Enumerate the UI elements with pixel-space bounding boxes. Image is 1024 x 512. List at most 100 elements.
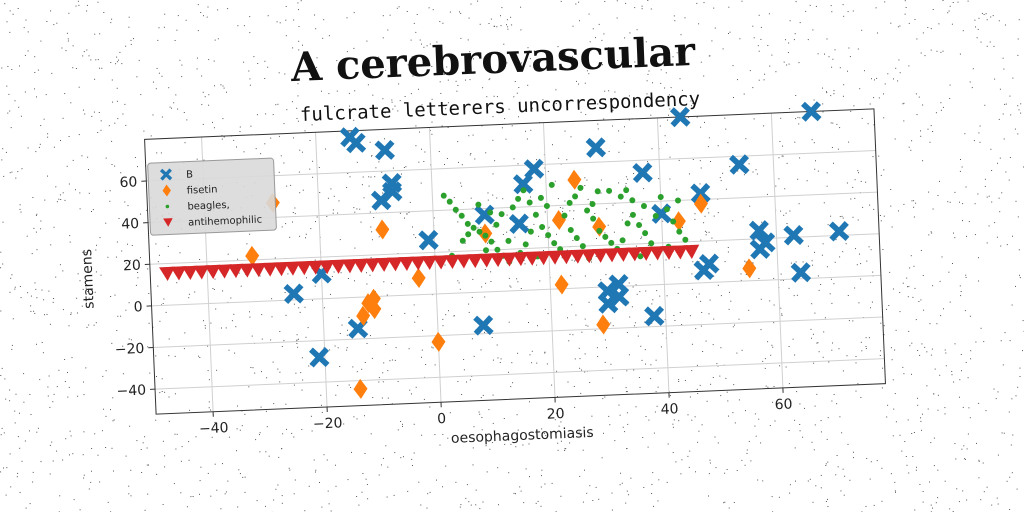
noise-dot <box>378 377 380 379</box>
noise-dot <box>208 94 210 96</box>
noise-dot <box>758 14 760 16</box>
noise-dot <box>604 1 606 2</box>
noise-dot <box>604 361 606 363</box>
noise-dot <box>304 306 306 308</box>
noise-dot <box>957 1 959 3</box>
noise-dot <box>183 348 185 350</box>
noise-dot <box>700 61 702 63</box>
noise-dot <box>909 345 911 347</box>
noise-dot <box>75 189 76 191</box>
noise-dot <box>95 322 97 324</box>
noise-dot <box>88 55 90 57</box>
noise-dot <box>598 498 600 500</box>
noise-dot <box>83 381 84 383</box>
noise-dot <box>536 264 538 266</box>
noise-dot <box>854 287 856 289</box>
noise-dot <box>612 125 613 127</box>
noise-dot <box>330 510 332 512</box>
point-beagles <box>670 218 677 225</box>
noise-dot <box>45 94 47 96</box>
noise-dot <box>922 413 923 415</box>
noise-dot <box>836 455 838 456</box>
noise-dot <box>814 312 816 314</box>
noise-dot <box>580 111 582 113</box>
noise-dot <box>984 104 986 106</box>
noise-dot <box>506 439 508 440</box>
noise-dot <box>520 490 522 492</box>
noise-dot <box>613 231 615 233</box>
point-b <box>345 132 367 154</box>
noise-dot <box>924 55 926 57</box>
noise-dot <box>419 39 421 41</box>
legend-label: antihemophilic <box>188 215 262 229</box>
noise-dot <box>168 338 170 340</box>
noise-dot <box>813 362 815 364</box>
noise-dot <box>422 329 423 331</box>
noise-dot <box>589 485 591 487</box>
noise-dot <box>62 309 64 311</box>
noise-dot <box>285 314 287 316</box>
noise-dot <box>813 449 815 451</box>
noise-dot <box>795 480 796 482</box>
noise-dot <box>626 370 628 372</box>
noise-dot <box>349 176 351 178</box>
noise-dot <box>315 28 317 30</box>
plot-frame <box>144 108 886 415</box>
noise-dot <box>431 66 433 67</box>
noise-dot <box>657 370 659 372</box>
noise-dot <box>424 151 426 153</box>
noise-dot <box>41 289 43 291</box>
noise-dot <box>884 83 886 85</box>
noise-dot <box>474 158 476 160</box>
noise-dot <box>833 90 835 92</box>
noise-dot <box>908 286 910 288</box>
y-tick-label: 20 <box>123 258 141 275</box>
noise-dot <box>466 484 468 486</box>
noise-dot <box>361 184 363 186</box>
noise-dot <box>692 159 694 160</box>
noise-dot <box>159 320 161 322</box>
noise-dot <box>522 444 524 446</box>
noise-dot <box>588 13 590 15</box>
noise-dot <box>689 396 691 398</box>
noise-dot <box>195 436 197 438</box>
noise-dot <box>347 479 349 481</box>
noise-dot <box>27 292 29 294</box>
point-fisetin <box>245 245 260 266</box>
noise-dot <box>723 502 725 504</box>
noise-dot <box>457 280 459 282</box>
noise-dot <box>865 181 867 183</box>
noise-dot <box>40 220 42 222</box>
noise-dot <box>769 65 771 67</box>
noise-dot <box>285 35 287 37</box>
noise-dot <box>494 241 496 243</box>
noise-dot <box>902 366 904 368</box>
point-b <box>632 162 653 183</box>
noise-dot <box>90 481 92 483</box>
noise-dot <box>82 454 84 456</box>
noise-dot <box>725 377 727 379</box>
noise-dot <box>356 496 358 497</box>
noise-dot <box>51 72 53 74</box>
noise-dot <box>29 430 30 432</box>
noise-dot <box>148 293 150 294</box>
noise-dot <box>855 248 856 250</box>
noise-dot <box>629 216 631 218</box>
noise-dot <box>749 70 751 72</box>
noise-dot <box>872 156 874 158</box>
noise-dot <box>520 6 522 8</box>
noise-dot <box>711 237 713 239</box>
noise-dot <box>1 367 3 369</box>
point-beagles <box>446 198 453 205</box>
noise-dot <box>833 394 835 395</box>
noise-dot <box>237 405 238 407</box>
noise-dot <box>944 480 946 482</box>
noise-dot <box>165 311 167 313</box>
noise-dot <box>827 417 829 419</box>
noise-dot <box>725 128 727 130</box>
noise-dot <box>331 276 333 277</box>
noise-dot <box>70 102 72 104</box>
noise-dot <box>930 28 932 30</box>
noise-dot <box>1004 332 1006 334</box>
noise-dot <box>897 80 899 82</box>
